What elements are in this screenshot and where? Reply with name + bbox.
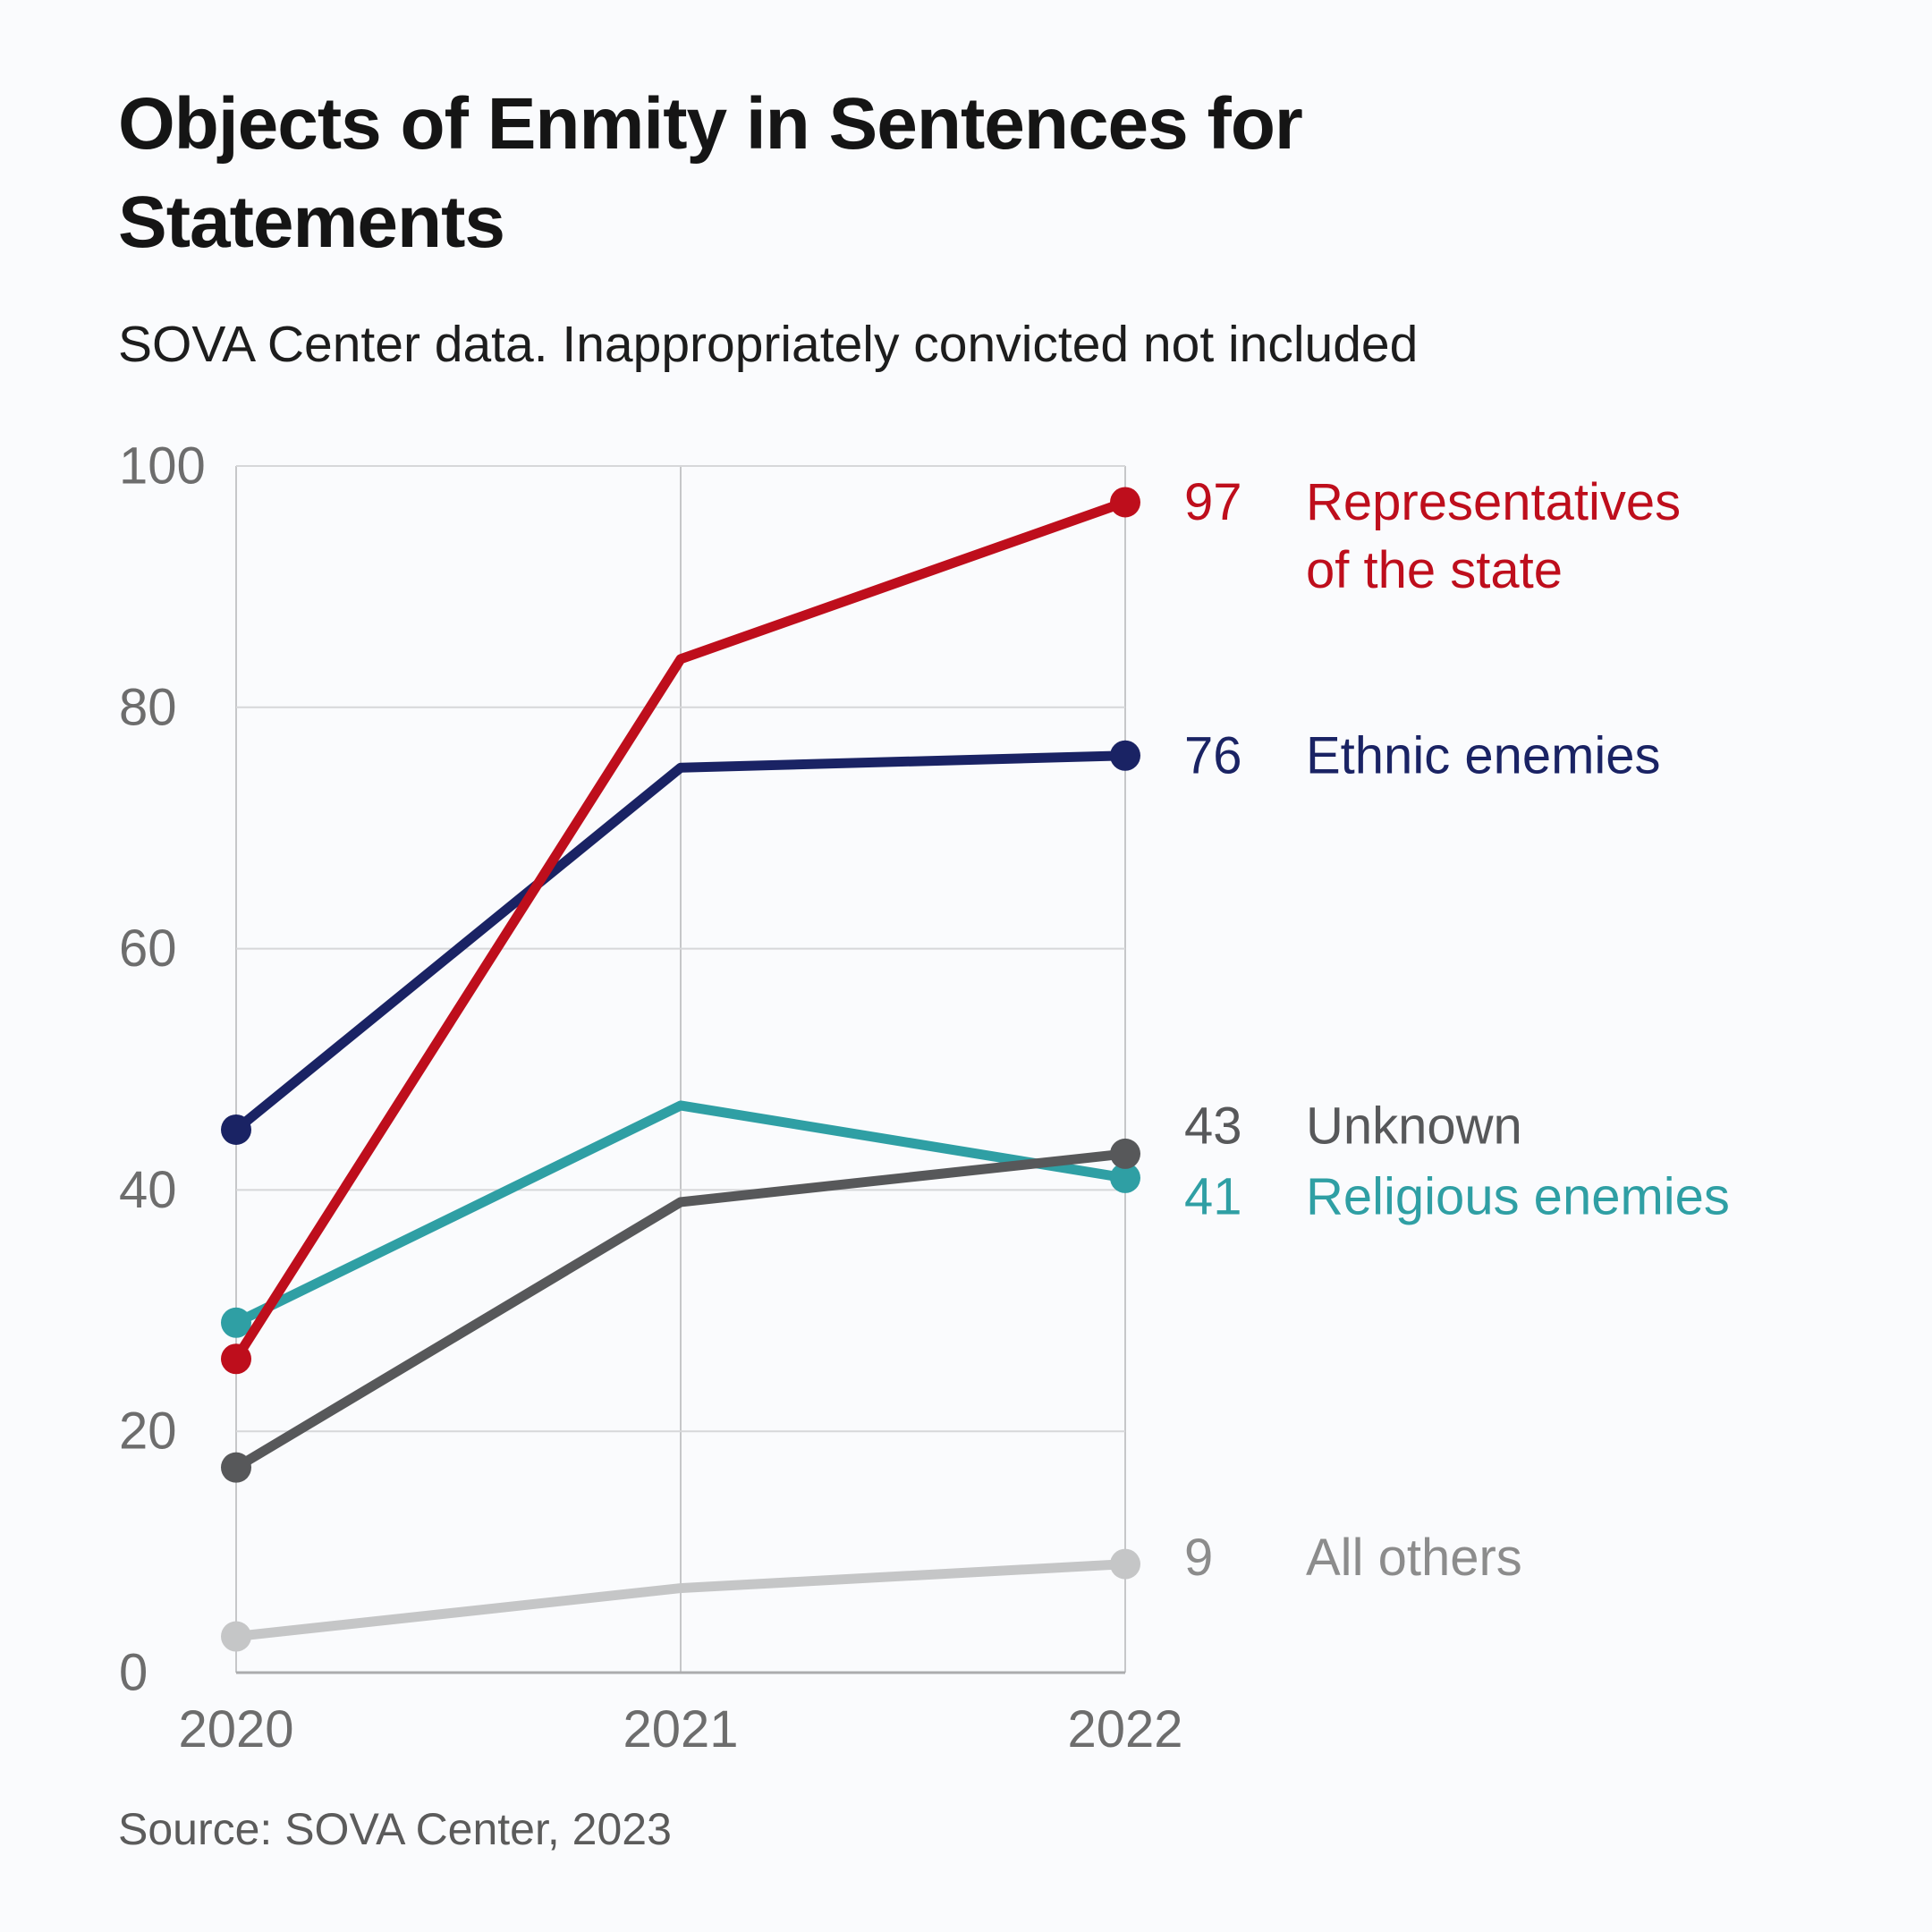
- y-tick-label-0: 0: [119, 1644, 148, 1702]
- value-label-all-others: 9: [1184, 1529, 1213, 1587]
- x-tick-label-2020: 2020: [178, 1700, 293, 1758]
- chart-title: Objects of Enmity in Sentences for State…: [118, 83, 1303, 263]
- data-point-all-others-2020: [221, 1621, 251, 1652]
- source-note: Source: SOVA Center, 2023: [118, 1804, 672, 1854]
- data-point-unknown-2022: [1110, 1138, 1140, 1169]
- value-label-representatives-of-the-state: 97: [1184, 473, 1242, 531]
- x-tick-label-2022: 2022: [1067, 1700, 1182, 1758]
- data-point-representatives-of-the-state-2022: [1110, 487, 1140, 518]
- data-point-ethnic-enemies-2020: [221, 1114, 251, 1145]
- data-point-unknown-2020: [221, 1452, 251, 1483]
- y-tick-label-60: 60: [119, 919, 177, 978]
- series-label-ethnic-enemies: Ethnic enemies: [1306, 726, 1661, 784]
- y-tick-label-100: 100: [119, 437, 206, 496]
- value-label-religious-enemies: 41: [1184, 1167, 1242, 1225]
- series-label-representatives-of-the-state-line-2: of the state: [1306, 541, 1563, 599]
- data-point-all-others-2022: [1110, 1548, 1140, 1580]
- chart-subtitle: SOVA Center data. Inappropriately convic…: [118, 316, 1419, 373]
- series-label-unknown: Unknown: [1306, 1097, 1522, 1155]
- series-line-unknown: [231, 1148, 1131, 1473]
- y-tick-label-20: 20: [119, 1402, 177, 1461]
- y-tick-label-80: 80: [119, 678, 177, 736]
- data-point-religious-enemies-2022: [1110, 1162, 1140, 1193]
- value-label-ethnic-enemies: 76: [1184, 726, 1242, 784]
- x-tick-label-2021: 2021: [623, 1700, 738, 1758]
- series-line-religious-enemies: [231, 1100, 1131, 1328]
- series-line-ethnic-enemies: [231, 750, 1131, 1135]
- data-point-religious-enemies-2020: [221, 1307, 251, 1338]
- series-line-all-others: [231, 1559, 1131, 1642]
- series-label-religious-enemies: Religious enemies: [1306, 1167, 1730, 1225]
- series-line-representatives-of-the-state: [231, 496, 1131, 1364]
- data-point-representatives-of-the-state-2020: [221, 1343, 251, 1375]
- y-tick-label-40: 40: [119, 1161, 177, 1219]
- data-point-ethnic-enemies-2022: [1110, 740, 1140, 771]
- series-label-representatives-of-the-state-line-1: Representatives: [1306, 473, 1681, 531]
- value-label-unknown: 43: [1184, 1097, 1242, 1155]
- series-label-all-others: All others: [1306, 1529, 1522, 1587]
